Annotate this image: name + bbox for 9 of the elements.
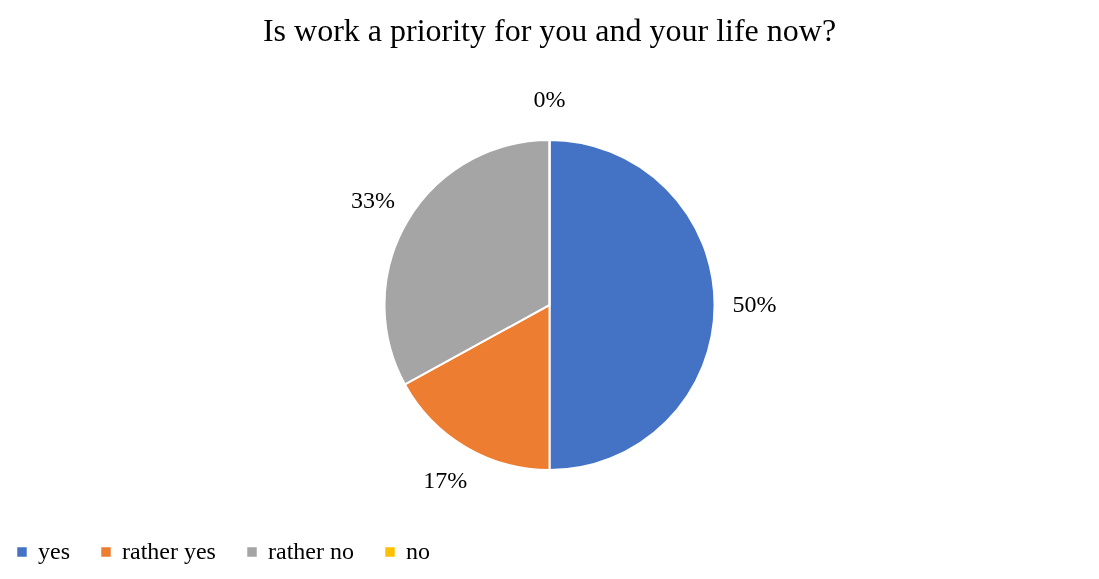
- chart-title: Is work a priority for you and your life now?: [262, 12, 837, 48]
- legend-label: no: [406, 538, 430, 564]
- legend-label: yes: [38, 538, 70, 564]
- data-label: 33%: [351, 186, 396, 213]
- legend-label: rather yes: [122, 538, 216, 564]
- text: 0%: [533, 86, 566, 112]
- data-label: 50%: [732, 291, 777, 317]
- data-label: 17%: [423, 467, 468, 494]
- legend-label: rather no: [268, 538, 354, 564]
